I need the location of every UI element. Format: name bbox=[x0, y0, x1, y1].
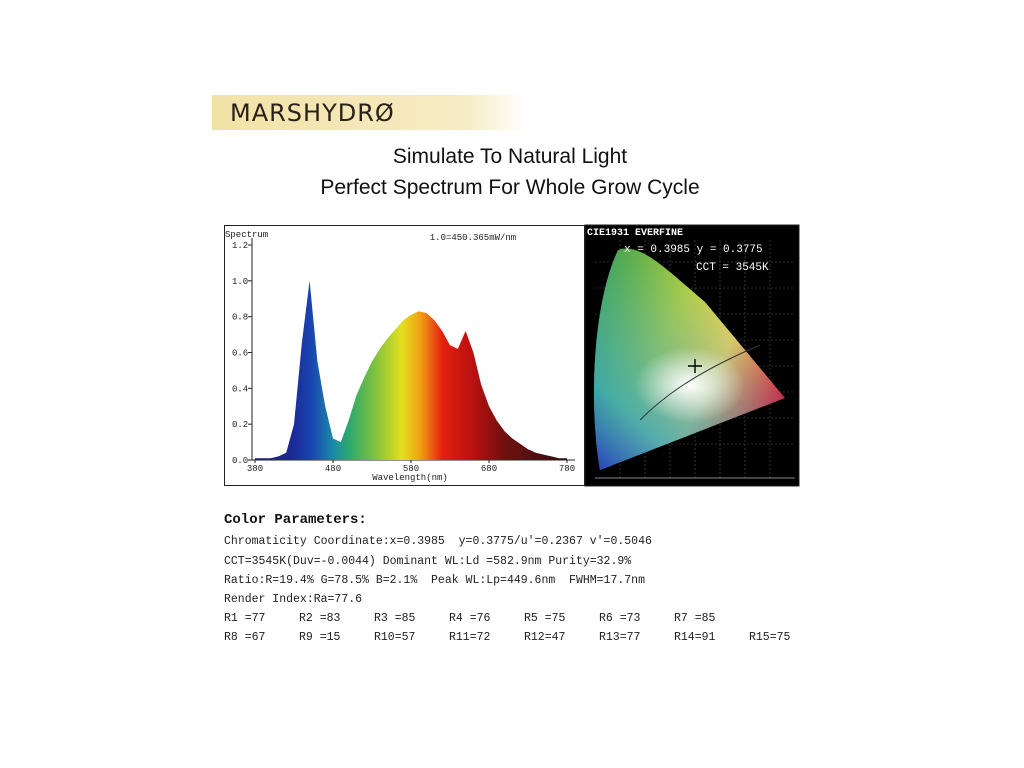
headline: Perfect Spectrum For Whole Grow Cycle bbox=[320, 176, 699, 199]
spectrum-area bbox=[255, 280, 567, 460]
headline: Simulate To Natural Light bbox=[393, 145, 627, 168]
annotation: 1.0=450.365mW/nm bbox=[430, 233, 516, 243]
x-tick-label: 380 bbox=[247, 464, 263, 474]
render-index-item: R5 =75 bbox=[524, 612, 566, 625]
parameter-line: Render Index:Ra=77.6 bbox=[224, 593, 362, 606]
render-index-item: R3 =85 bbox=[374, 612, 416, 625]
x-tick-label: 580 bbox=[403, 464, 419, 474]
x-tick-label: 780 bbox=[559, 464, 575, 474]
render-index-item: R12=47 bbox=[524, 631, 565, 644]
render-index-item: R9 =15 bbox=[299, 631, 341, 644]
x-tick-label: 480 bbox=[325, 464, 341, 474]
spectrum-chart: 0.0 0.2 0.4 0.6 0.8 1.0 1.2 380 480 580 680 780 Spec… bbox=[225, 230, 575, 483]
render-index-item: R14=91 bbox=[674, 631, 716, 644]
y-tick-label: 0.8 bbox=[232, 313, 248, 323]
y-tick-label: 0.0 bbox=[232, 456, 248, 466]
cie-cct: CCT = 3545K bbox=[696, 262, 769, 274]
render-index-item: R2 =83 bbox=[299, 612, 341, 625]
parameters-title: Color Parameters: bbox=[224, 512, 367, 528]
parameter-line: Chromaticity Coordinate:x=0.3985 y=0.377… bbox=[224, 535, 652, 548]
cie-coordinates: x = 0.3985 y = 0.3775 bbox=[624, 244, 763, 256]
render-index-item: R7 =85 bbox=[674, 612, 716, 625]
render-index-item: R10=57 bbox=[374, 631, 415, 644]
render-index-item: R1 =77 bbox=[224, 612, 265, 625]
render-index-item: R4 =76 bbox=[449, 612, 491, 625]
render-index-item: R6 =73 bbox=[599, 612, 641, 625]
render-index: R1 =77 R2 =83 R3 =85 R4 =76 R5 =75 R6 =73 R7 =… bbox=[224, 612, 791, 644]
render-index-item: R8 =67 bbox=[224, 631, 265, 644]
cie-diagram: CIE1931 EVERFINE x = 0.3985 y = 0.3775 C… bbox=[584, 224, 800, 487]
x-tick-label: 680 bbox=[481, 464, 497, 474]
x-axis-label: Wavelength(nm) bbox=[372, 473, 448, 483]
render-index-item: R15=75 bbox=[749, 631, 791, 644]
render-index-item: R13=77 bbox=[599, 631, 640, 644]
y-tick-label: 0.6 bbox=[232, 349, 248, 359]
parameter-line: CCT=3545K(Duv=-0.0044) Dominant WL:Ld =5… bbox=[224, 555, 631, 568]
y-tick-label: 0.2 bbox=[232, 420, 248, 430]
cie-title: CIE1931 EVERFINE bbox=[587, 228, 683, 239]
y-tick-label: 1.0 bbox=[232, 277, 248, 287]
y-axis-label: Spectrum bbox=[225, 230, 268, 240]
logo-band bbox=[212, 95, 527, 130]
parameter-line: Ratio:R=19.4% G=78.5% B=2.1% Peak WL:Lp=… bbox=[224, 574, 645, 587]
y-tick-label: 1.2 bbox=[232, 241, 248, 251]
y-tick-label: 0.4 bbox=[232, 384, 248, 394]
render-index-item: R11=72 bbox=[449, 631, 491, 644]
logo: MARSHYDRØ bbox=[230, 99, 395, 127]
